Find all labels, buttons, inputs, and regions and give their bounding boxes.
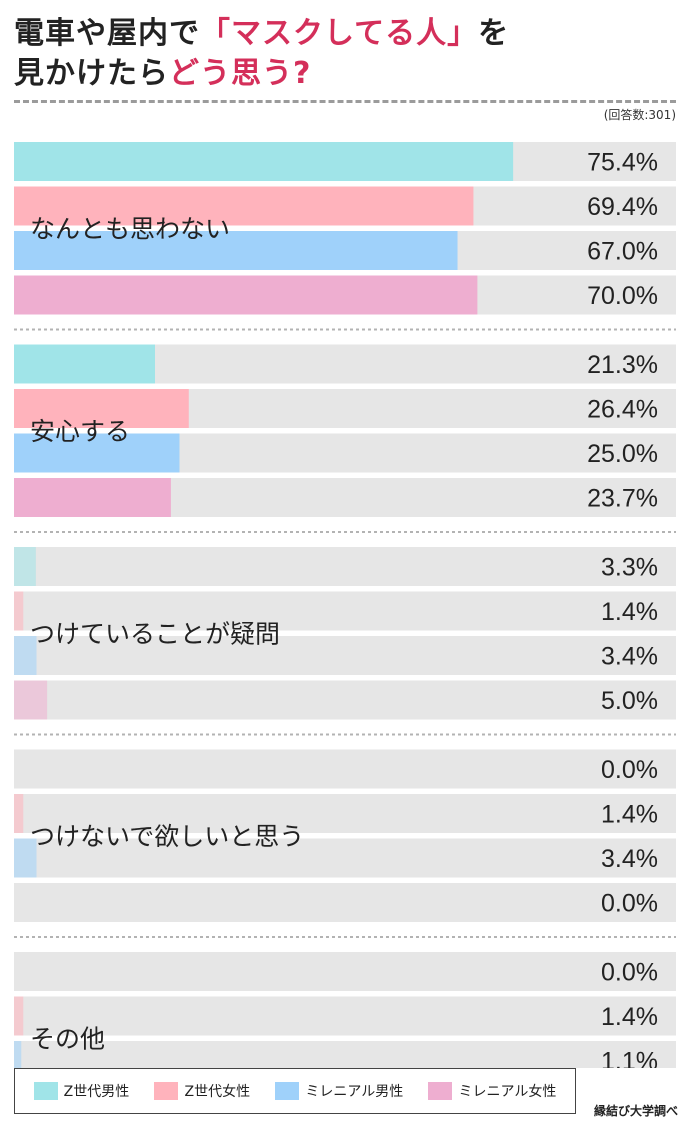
title-line2-highlight: どう思う? bbox=[169, 56, 312, 91]
legend-item-millennial-male: ミレニアル男性 bbox=[275, 1081, 403, 1101]
bar bbox=[14, 478, 171, 517]
data-label: 5.0% bbox=[601, 687, 658, 715]
bar-track bbox=[14, 680, 676, 720]
data-label: 23.7% bbox=[587, 485, 658, 513]
bar-track bbox=[14, 794, 676, 833]
bar-track bbox=[14, 1041, 676, 1068]
legend-label: ミレニアル女性 bbox=[458, 1084, 557, 1100]
title-line1-highlight: 「マスクしてる人」 bbox=[200, 16, 479, 51]
legend-swatch-millennial-male bbox=[275, 1082, 300, 1100]
category-label: つけないで欲しいと思う bbox=[30, 822, 304, 851]
legend-label: Z世代男性 bbox=[63, 1084, 130, 1100]
data-label: 0.0% bbox=[601, 756, 658, 784]
title-divider bbox=[14, 100, 676, 103]
data-label: 1.1% bbox=[601, 1048, 658, 1069]
bar bbox=[14, 344, 156, 384]
chart-title: 電車や屋内で「マスクしてる人」を 見かけたらどう思う? bbox=[14, 14, 509, 94]
bar bbox=[14, 591, 24, 631]
data-label: 3.3% bbox=[601, 554, 658, 582]
data-label: 67.0% bbox=[587, 238, 658, 266]
data-label: 1.4% bbox=[601, 801, 658, 829]
data-label: 0.0% bbox=[601, 959, 658, 987]
bar bbox=[14, 1041, 22, 1068]
data-label: 70.0% bbox=[587, 282, 658, 310]
bar-track bbox=[14, 883, 676, 922]
category-label: その他 bbox=[30, 1024, 105, 1053]
legend-item-millennial-female: ミレニアル女性 bbox=[428, 1081, 556, 1101]
bar bbox=[14, 838, 37, 878]
bar bbox=[14, 142, 514, 181]
legend-item-z-gen-female: Z世代女性 bbox=[154, 1081, 250, 1101]
category-label: つけていることが疑問 bbox=[30, 619, 280, 648]
data-label: 25.0% bbox=[587, 440, 658, 468]
legend-swatch-z-gen-female bbox=[154, 1082, 179, 1100]
bar bbox=[14, 275, 478, 315]
bar-track bbox=[14, 996, 676, 1036]
source-note: 縁結び大学調べ bbox=[593, 1104, 678, 1118]
title-line1-end: を bbox=[478, 16, 510, 51]
bar bbox=[14, 996, 24, 1036]
data-label: 1.4% bbox=[601, 1003, 658, 1031]
legend-swatch-z-gen-male bbox=[33, 1082, 58, 1100]
bar-track bbox=[14, 838, 676, 878]
legend: Z世代男性 Z世代女性 ミレニアル男性 ミレニアル女性 bbox=[14, 1068, 576, 1114]
data-label: 26.4% bbox=[587, 396, 658, 424]
bar-track bbox=[14, 636, 676, 675]
category-label: なんとも思わない bbox=[30, 214, 230, 243]
data-label: 3.4% bbox=[601, 643, 658, 671]
bar bbox=[14, 231, 458, 270]
bar bbox=[14, 680, 48, 720]
data-label: 1.4% bbox=[601, 598, 658, 626]
legend-swatch-millennial-female bbox=[428, 1082, 453, 1100]
bar-chart: 75.4% 69.4% 67.0% 70.0% なんとも思わない 21.3% 26.4% 25… bbox=[14, 142, 676, 1069]
bar bbox=[14, 433, 180, 473]
bar bbox=[14, 636, 37, 675]
bar bbox=[14, 186, 474, 226]
bar-track bbox=[14, 749, 676, 789]
data-label: 0.0% bbox=[601, 890, 658, 918]
title-line2-text: 見かけたら bbox=[14, 56, 169, 91]
respondent-count: (回答数:301) bbox=[603, 108, 676, 122]
bar-track bbox=[14, 952, 676, 991]
bar-track bbox=[14, 547, 676, 586]
bar bbox=[14, 547, 36, 586]
bar bbox=[14, 794, 24, 833]
bar bbox=[14, 389, 189, 428]
legend-label: Z世代女性 bbox=[184, 1084, 251, 1100]
bar-track bbox=[14, 591, 676, 631]
data-label: 69.4% bbox=[587, 193, 658, 221]
data-label: 21.3% bbox=[587, 351, 658, 379]
legend-label: ミレニアル男性 bbox=[305, 1084, 404, 1100]
data-label: 75.4% bbox=[587, 149, 658, 177]
legend-item-z-gen-male: Z世代男性 bbox=[33, 1081, 130, 1101]
title-line1-text: 電車や屋内で bbox=[14, 16, 200, 51]
data-label: 3.4% bbox=[601, 845, 658, 873]
category-label: 安心する bbox=[30, 417, 130, 446]
